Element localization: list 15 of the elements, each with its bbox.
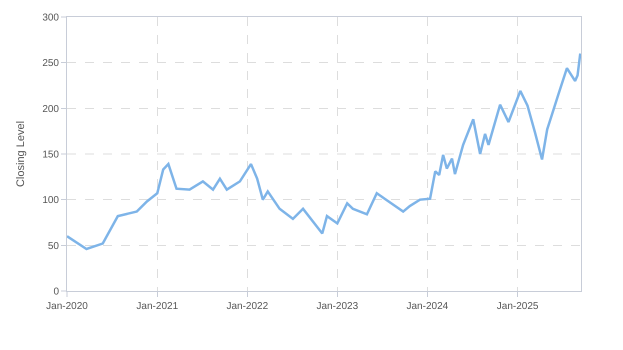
y-tick-label: 200 xyxy=(42,104,60,115)
y-tick-label: 100 xyxy=(42,195,60,206)
x-tick-label: Jan-2024 xyxy=(406,301,449,312)
x-tick-label: Jan-2020 xyxy=(46,301,88,312)
y-axis-title: Closing Level xyxy=(14,120,27,188)
x-tick-label: Jan-2023 xyxy=(316,301,359,312)
line-series xyxy=(67,52,581,250)
y-tick-label: 50 xyxy=(48,240,60,252)
x-tick-label: Jan-2022 xyxy=(226,301,269,312)
y-tick-label: 0 xyxy=(53,286,60,298)
y-tick-label: 250 xyxy=(42,58,60,70)
y-tick-label: 300 xyxy=(42,12,60,24)
x-tick-label: Jan-2025 xyxy=(496,301,539,312)
x-tick-label: Jan-2021 xyxy=(136,301,179,312)
y-tick-label: 150 xyxy=(42,150,60,160)
